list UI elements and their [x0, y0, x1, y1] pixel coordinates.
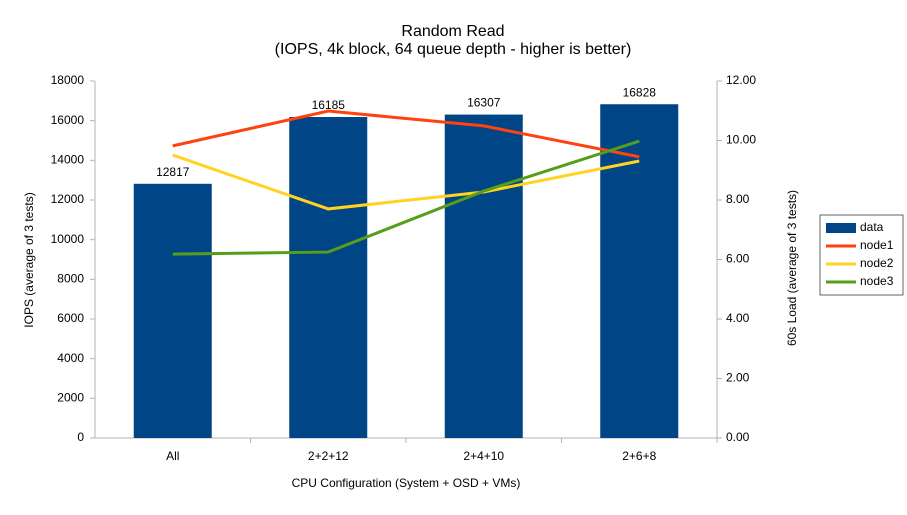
x-tick-label: 2+4+10 [463, 449, 504, 463]
data-label: 12817 [156, 165, 190, 179]
legend-swatch [826, 223, 856, 233]
bar [133, 183, 212, 438]
data-label: 16185 [312, 98, 346, 112]
y2-axis-title: 60s Load (average of 3 tests) [785, 190, 799, 346]
legend-label: node3 [860, 274, 894, 288]
x-tick-label: 2+2+12 [308, 449, 349, 463]
x-tick-label: All [166, 449, 179, 463]
x-tick-label: 2+6+8 [622, 449, 656, 463]
bar [444, 114, 523, 439]
y-tick-label: 14000 [51, 153, 85, 167]
line [172, 139, 640, 256]
y2-tick-label: 8.00 [726, 192, 750, 206]
data-label: 16307 [467, 96, 501, 110]
y-tick-label: 12000 [51, 192, 85, 206]
y-tick-label: 6000 [57, 311, 84, 325]
y-tick-label: 8000 [57, 272, 84, 286]
y-tick-label: 10000 [51, 232, 85, 246]
y-axis-title: IOPS (average of 3 tests) [22, 192, 36, 327]
y-tick-label: 0 [77, 430, 84, 444]
bar [289, 116, 368, 438]
legend-label: node2 [860, 256, 894, 270]
line [172, 109, 640, 159]
y2-tick-label: 10.00 [726, 133, 756, 147]
y2-tick-label: 4.00 [726, 311, 750, 325]
line [172, 153, 640, 211]
data-label: 16828 [623, 85, 657, 99]
x-axis-title: CPU Configuration (System + OSD + VMs) [292, 476, 521, 490]
y-tick-label: 2000 [57, 391, 84, 405]
y-tick-label: 4000 [57, 351, 84, 365]
y2-tick-label: 2.00 [726, 371, 750, 385]
y-tick-label: 18000 [51, 73, 85, 87]
y-tick-label: 16000 [51, 113, 85, 127]
y2-tick-label: 6.00 [726, 252, 750, 266]
legend-label: node1 [860, 238, 894, 252]
y2-tick-label: 0.00 [726, 430, 750, 444]
chart-title: Random Read [401, 23, 504, 40]
legend-label: data [860, 220, 884, 234]
chart-subtitle: (IOPS, 4k block, 64 queue depth - higher… [275, 41, 632, 58]
bar [600, 104, 679, 439]
y2-tick-label: 12.00 [726, 73, 756, 87]
